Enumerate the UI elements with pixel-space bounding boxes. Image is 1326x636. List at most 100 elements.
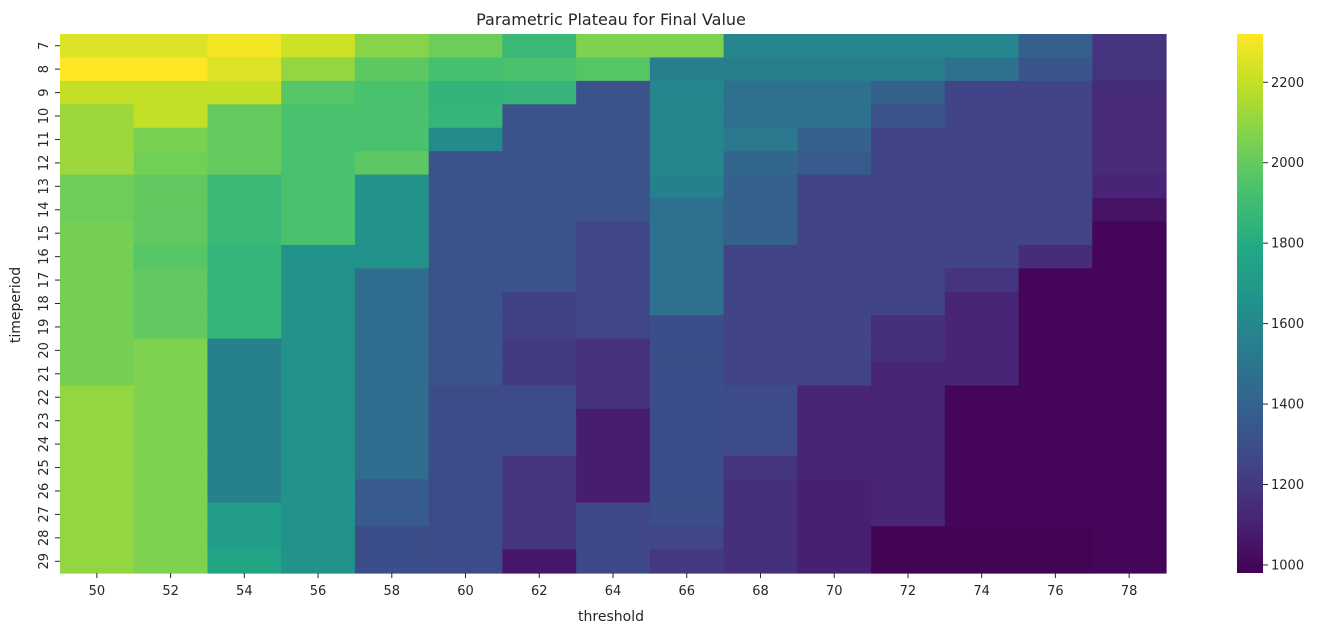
heatmap-cell [649, 174, 725, 199]
heatmap-cell [428, 104, 503, 129]
heatmap-cell [649, 549, 725, 574]
colorbar-tick-label: 1000 [1271, 558, 1304, 573]
heatmap-cell [871, 34, 946, 59]
heatmap-cell [1092, 526, 1167, 551]
heatmap-cell [281, 127, 356, 152]
heatmap-cell [797, 268, 872, 293]
heatmap-cell [797, 244, 872, 269]
heatmap-cell [649, 315, 725, 340]
heatmap-cell [576, 385, 651, 410]
heatmap-cell [354, 198, 430, 223]
x-axis-label: threshold [578, 609, 644, 625]
heatmap-cell [281, 57, 356, 82]
x-tick-label: 78 [1121, 584, 1138, 599]
heatmap-cell [428, 432, 503, 457]
heatmap-cell [871, 479, 946, 504]
y-axis-label: timeperiod [8, 267, 24, 343]
heatmap-cell [428, 479, 503, 504]
heatmap-cell [60, 244, 135, 269]
heatmap-cell [207, 526, 282, 551]
heatmap-cell [797, 479, 872, 504]
heatmap-cell [944, 57, 1020, 82]
y-tick-label: 28 [37, 530, 52, 547]
heatmap-cell [428, 502, 503, 527]
y-tick-label: 16 [37, 248, 52, 265]
heatmap-cell [649, 479, 725, 504]
heatmap-cell [1018, 104, 1093, 129]
heatmap-cell [133, 174, 209, 199]
heatmap-cell [207, 80, 282, 105]
heatmap-cell [354, 526, 430, 551]
heatmap-cell [1092, 432, 1167, 457]
heatmap-cell [133, 362, 209, 387]
heatmap-cell [1018, 174, 1093, 199]
heatmap-cell [428, 385, 503, 410]
heatmap-cell [1092, 127, 1167, 152]
heatmap-cell [354, 549, 430, 574]
heatmap-cell [576, 291, 651, 316]
heatmap-cell [649, 455, 725, 480]
heatmap-cell [133, 502, 209, 527]
heatmap-cell [207, 315, 282, 340]
heatmap-cell [1092, 174, 1167, 199]
heatmap-cell [723, 338, 798, 363]
heatmap-cell [1018, 57, 1093, 82]
heatmap-cell [649, 502, 725, 527]
heatmap-cell [281, 479, 356, 504]
heatmap-cell [797, 291, 872, 316]
heatmap-cell [797, 526, 872, 551]
heatmap-cell [133, 104, 209, 129]
heatmap-cell [60, 502, 135, 527]
heatmap-cell [502, 57, 577, 82]
x-tick-label: 56 [310, 584, 327, 599]
heatmap-cell [944, 80, 1020, 105]
heatmap-cell [60, 198, 135, 223]
heatmap-cell [576, 198, 651, 223]
heatmap-cell [502, 291, 577, 316]
heatmap-cell [428, 268, 503, 293]
heatmap-cell [133, 385, 209, 410]
heatmap-cell [354, 34, 430, 59]
heatmap-cell [944, 151, 1020, 176]
x-axis-ticks: 50 52 54 56 58 60 62 64 66 68 70 72 74 76 78 [89, 573, 1138, 599]
heatmap-cell [649, 244, 725, 269]
heatmap-cell [871, 408, 946, 433]
heatmap-cell [60, 174, 135, 199]
heatmap-cell [723, 549, 798, 574]
heatmap-cell [60, 127, 135, 152]
heatmap-cell [1092, 221, 1167, 246]
x-tick-label: 70 [826, 584, 843, 599]
heatmap-cell [723, 315, 798, 340]
heatmap-cell [428, 127, 503, 152]
heatmap-cell [1018, 385, 1093, 410]
heatmap-cell [354, 80, 430, 105]
heatmap-cells [60, 34, 1167, 574]
heatmap-cell [1092, 291, 1167, 316]
heatmap-cell [354, 244, 430, 269]
heatmap-cell [133, 408, 209, 433]
heatmap-cell [502, 198, 577, 223]
heatmap-cell [1092, 34, 1167, 59]
y-tick-label: 9 [37, 88, 52, 96]
heatmap-cell [576, 408, 651, 433]
heatmap-cell [354, 502, 430, 527]
heatmap-cell [428, 408, 503, 433]
heatmap-cell [207, 268, 282, 293]
heatmap-cell [207, 291, 282, 316]
x-tick-label: 54 [236, 584, 253, 599]
heatmap-cell [281, 502, 356, 527]
heatmap-cell [133, 198, 209, 223]
heatmap-cell [723, 502, 798, 527]
y-tick-label: 19 [37, 319, 52, 336]
heatmap-cell [354, 268, 430, 293]
heatmap-cell [133, 432, 209, 457]
heatmap-cell [1018, 268, 1093, 293]
heatmap-cell [944, 549, 1020, 574]
heatmap-cell [207, 174, 282, 199]
heatmap-cell [207, 34, 282, 59]
heatmap-cell [502, 502, 577, 527]
heatmap-cell [354, 104, 430, 129]
heatmap-cell [281, 432, 356, 457]
heatmap-cell [133, 151, 209, 176]
heatmap-cell [649, 408, 725, 433]
